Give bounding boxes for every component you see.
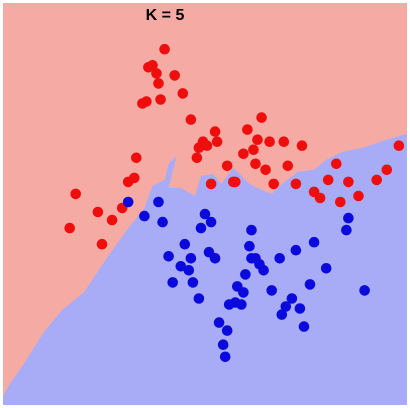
point-blue [274,252,286,264]
point-blue [122,196,134,208]
region-blue [3,133,407,405]
point-blue [199,208,211,220]
chart-title: K = 5 [145,7,185,24]
point-red [260,164,271,176]
point-red [371,174,383,186]
point-blue [209,252,221,264]
point-red [268,178,280,190]
point-red [141,96,152,107]
point-red [177,88,189,99]
point-red [322,174,334,186]
point-red [153,78,164,89]
point-blue [193,293,205,304]
point-blue [280,301,292,312]
point-red [314,192,326,204]
point-red [381,164,393,176]
point-blue [213,317,225,328]
point-blue [359,285,370,296]
point-blue [286,293,298,304]
point-red [353,190,364,202]
point-red [221,160,233,172]
point-blue [298,321,310,332]
point-red [96,238,108,250]
point-blue [240,269,251,280]
point-blue [179,238,191,250]
point-red [151,68,162,79]
point-blue [157,216,168,228]
point-blue [266,285,278,296]
point-blue [167,277,178,288]
point-red [335,196,346,208]
point-red [296,140,308,151]
point-blue [175,261,187,272]
point-blue [244,240,255,252]
point-blue [217,339,229,351]
point-blue [341,224,352,236]
point-blue [185,252,197,264]
point-red [230,176,241,188]
point-red [248,144,259,155]
point-red [393,140,405,151]
point-red [256,112,267,123]
point-blue [246,224,257,236]
point-red [106,214,118,226]
point-red [238,148,249,160]
point-red [250,158,261,170]
point-blue [276,309,288,320]
point-blue [205,216,217,228]
point-red [331,158,342,170]
point-blue [195,222,207,234]
point-red [242,124,253,135]
point-red [290,178,302,190]
point-blue [320,263,332,274]
point-blue [183,265,195,276]
point-blue [153,196,164,208]
point-red [147,60,158,71]
point-blue [219,351,231,363]
point-blue [290,244,302,256]
point-blue [236,299,247,310]
point-blue [238,287,249,298]
point-blue [187,277,199,288]
point-red [278,136,290,147]
point-red [64,222,75,234]
point-red [252,134,263,145]
point-blue [304,279,316,290]
point-red [159,43,170,55]
point-red [205,178,217,190]
point-blue [139,210,150,222]
point-red [282,160,294,172]
point-blue [308,236,320,248]
point-red [211,136,223,147]
point-blue [294,303,306,314]
point-red [191,152,203,164]
point-red [70,188,81,200]
point-red [343,176,354,188]
point-blue [343,212,354,224]
point-red [131,152,142,164]
point-blue [258,265,269,276]
point-red [264,136,275,147]
point-red [209,126,221,137]
point-red [185,114,197,125]
point-blue [163,250,174,262]
point-red [129,172,140,184]
point-red [201,140,213,151]
point-red [169,70,180,81]
decision-regions [3,3,407,405]
data-points [64,43,405,363]
point-red [92,206,104,218]
point-blue [221,325,233,336]
point-red [155,94,166,105]
